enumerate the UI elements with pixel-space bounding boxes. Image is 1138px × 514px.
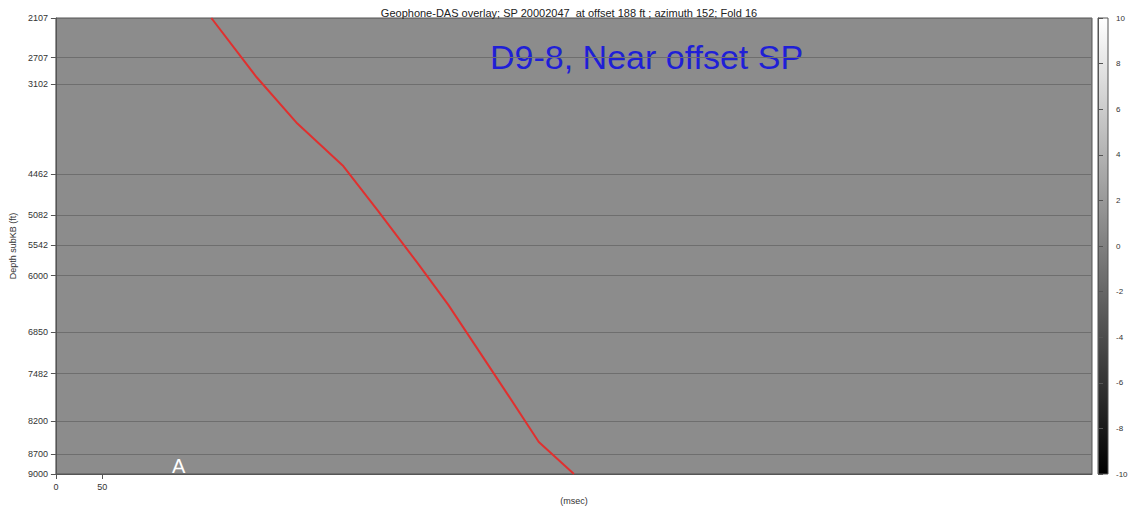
svg-text:5542: 5542 (28, 240, 48, 250)
svg-text:Geophone-DAS overlay; SP 20002: Geophone-DAS overlay; SP 20002047 at off… (381, 7, 757, 19)
svg-text:2707: 2707 (28, 53, 48, 63)
svg-text:-4: -4 (1116, 333, 1124, 342)
svg-text:50: 50 (97, 482, 107, 492)
svg-text:4462: 4462 (28, 169, 48, 179)
svg-text:-2: -2 (1116, 287, 1124, 296)
svg-text:6: 6 (1116, 105, 1121, 114)
svg-text:2107: 2107 (28, 13, 48, 23)
svg-text:2: 2 (1116, 196, 1121, 205)
svg-text:D9-8, Near offset SP: D9-8, Near offset SP (490, 38, 804, 76)
svg-text:-8: -8 (1116, 424, 1124, 433)
svg-text:8: 8 (1116, 59, 1121, 68)
svg-text:6000: 6000 (28, 271, 48, 281)
svg-text:5082: 5082 (28, 210, 48, 220)
svg-text:0: 0 (1116, 242, 1121, 251)
svg-text:4: 4 (1116, 150, 1121, 159)
svg-text:0: 0 (53, 482, 58, 492)
svg-text:-10: -10 (1116, 470, 1128, 479)
svg-text:-6: -6 (1116, 378, 1124, 387)
svg-text:Depth subKB (ft): Depth subKB (ft) (8, 213, 18, 280)
svg-text:8700: 8700 (28, 449, 48, 459)
svg-text:(msec): (msec) (560, 496, 588, 506)
svg-text:8200: 8200 (28, 416, 48, 426)
svg-text:9000: 9000 (28, 469, 48, 479)
svg-text:A: A (172, 455, 186, 477)
svg-text:3102: 3102 (28, 79, 48, 89)
svg-text:6850: 6850 (28, 327, 48, 337)
svg-text:10: 10 (1116, 14, 1125, 23)
svg-text:7482: 7482 (28, 369, 48, 379)
